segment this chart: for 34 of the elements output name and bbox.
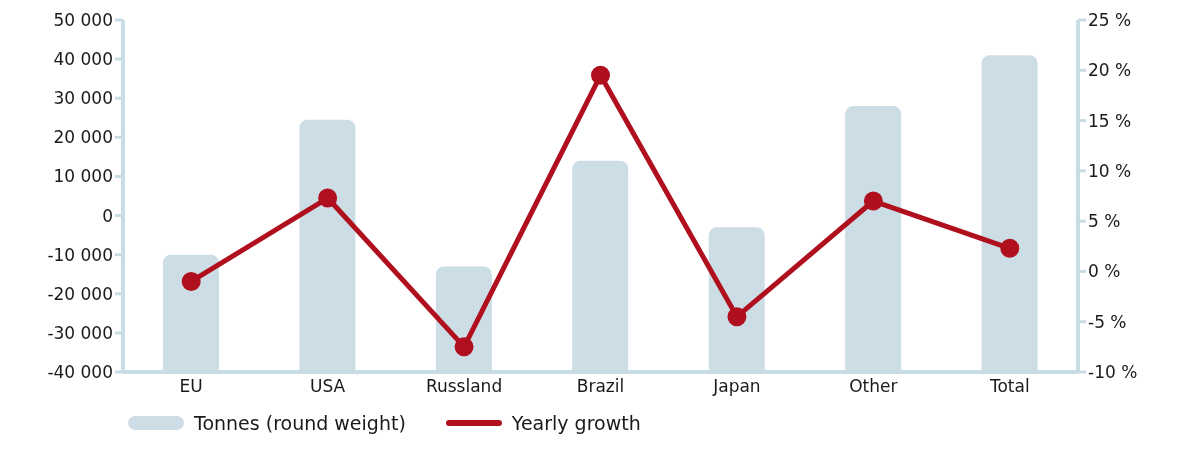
y-tick-label: -20 000 xyxy=(47,283,113,304)
y-tick-label: 50 000 xyxy=(53,10,113,31)
y-tick-label: -10 000 xyxy=(47,244,113,265)
y-tick-label: 0 xyxy=(102,205,113,226)
y-tick-label: 40 000 xyxy=(53,49,113,70)
y-tick-label: -40 000 xyxy=(47,362,113,383)
x-tick-label: Japan xyxy=(712,376,761,397)
x-tick-label: Other xyxy=(849,376,898,397)
y2-tick-label: -5 % xyxy=(1088,311,1127,332)
y-tick-label: -30 000 xyxy=(47,322,113,343)
x-tick-label: Total xyxy=(988,376,1030,397)
y-tick-label: 20 000 xyxy=(53,127,113,148)
y-tick-label: 10 000 xyxy=(53,166,113,187)
point xyxy=(591,65,610,85)
y2-tick-label: 15 % xyxy=(1088,110,1132,131)
point xyxy=(318,188,338,208)
y2-tick-label: 20 % xyxy=(1088,60,1132,81)
point xyxy=(1000,238,1020,258)
x-tick-label: EU xyxy=(179,376,203,397)
point xyxy=(863,191,883,211)
point xyxy=(454,337,474,357)
y2-tick-label: 25 % xyxy=(1088,10,1132,31)
legend-label: Yearly growth xyxy=(511,412,641,434)
y2-tick-label: 0 % xyxy=(1088,261,1121,282)
x-tick-label: USA xyxy=(310,376,346,397)
y2-tick-label: 10 % xyxy=(1088,160,1132,181)
y2-tick-label: -10 % xyxy=(1088,362,1138,383)
legend-label: Tonnes (round weight) xyxy=(194,412,406,434)
y-tick-label: 30 000 xyxy=(53,88,113,109)
x-tick-label: Russland xyxy=(425,376,503,397)
y2-tick-label: 5 % xyxy=(1088,211,1121,232)
point xyxy=(727,307,747,327)
x-tick-label: Brazil xyxy=(576,376,625,397)
point xyxy=(181,271,201,291)
